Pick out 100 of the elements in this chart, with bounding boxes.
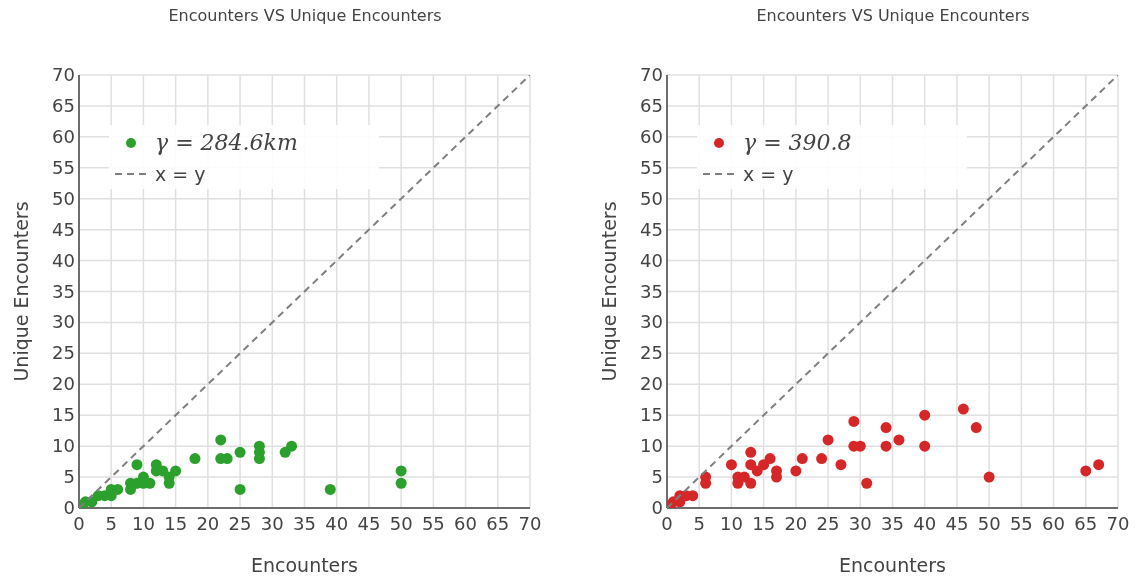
x-axis-title: Encounters	[250, 554, 359, 576]
y-tick-label: 0	[651, 497, 663, 518]
y-tick-label: 45	[640, 218, 663, 240]
y-tick-label: 50	[52, 187, 75, 209]
x-tick-label: 55	[1009, 513, 1033, 534]
point	[745, 446, 757, 458]
x-axis-title: Encounters	[838, 554, 947, 576]
x-tick-label: 35	[293, 513, 316, 534]
point	[234, 446, 246, 458]
y-tick-label: 35	[640, 280, 663, 302]
y-axis-title: Unique Encounters	[10, 201, 32, 382]
y-tick-label: 60	[640, 125, 663, 147]
x-tick-label: 5	[105, 513, 117, 534]
x-tick-label: 70	[518, 513, 542, 534]
point	[1093, 459, 1105, 471]
x-tick-label: 10	[131, 513, 155, 534]
x-tick-label: 50	[389, 513, 413, 534]
point	[790, 465, 802, 477]
x-tick-label: 10	[719, 513, 743, 534]
legend-label: x = y	[155, 163, 206, 185]
y-tick-label: 40	[52, 249, 75, 271]
point	[758, 459, 770, 471]
x-tick-label: 20	[196, 513, 220, 534]
point	[395, 465, 407, 477]
x-tick-label: 40	[325, 513, 349, 534]
y-tick-label: 35	[52, 280, 75, 302]
point	[835, 459, 847, 471]
legend-label: γ = 390.8	[743, 130, 852, 155]
x-tick-label: 55	[421, 513, 445, 534]
point	[796, 453, 808, 465]
point	[970, 422, 982, 434]
y-tick-label: 55	[52, 156, 75, 178]
point	[131, 459, 143, 471]
x-tick-label: 60	[1042, 513, 1066, 534]
y-tick-label: 55	[640, 156, 663, 178]
x-tick-label: 30	[848, 513, 872, 534]
point	[848, 415, 860, 427]
y-tick-label: 15	[52, 404, 75, 426]
point	[861, 477, 873, 489]
y-tick-label: 10	[52, 435, 75, 457]
point	[215, 434, 227, 446]
x-tick-label: 25	[816, 513, 840, 534]
y-axis-title: Unique Encounters	[598, 201, 620, 382]
x-tick-label: 60	[454, 513, 478, 534]
x-tick-label: 20	[784, 513, 808, 534]
y-tick-label: 20	[640, 373, 663, 395]
x-tick-label: 70	[1106, 513, 1130, 534]
point	[725, 459, 737, 471]
point	[880, 440, 892, 452]
x-tick-label: 45	[945, 513, 969, 534]
y-tick-label: 25	[52, 342, 75, 364]
legend-label: γ = 284.6km	[155, 130, 298, 155]
point	[395, 477, 407, 489]
x-tick-label: 40	[913, 513, 937, 534]
chart-title: Encounters VS Unique Encounters	[168, 6, 442, 25]
point	[170, 465, 182, 477]
point	[764, 453, 776, 465]
point	[822, 434, 834, 446]
y-tick-label: 40	[640, 249, 663, 271]
y-tick-label: 65	[52, 94, 75, 116]
point	[324, 483, 336, 495]
x-tick-label: 15	[752, 513, 776, 534]
legend-label: x = y	[743, 163, 794, 185]
point	[893, 434, 905, 446]
y-tick-label: 70	[52, 64, 75, 85]
y-tick-label: 0	[63, 497, 75, 518]
point	[880, 422, 892, 434]
point	[234, 483, 246, 495]
x-tick-label: 65	[1074, 513, 1098, 534]
y-tick-label: 30	[52, 311, 75, 333]
x-tick-label: 15	[164, 513, 188, 534]
x-tick-label: 35	[881, 513, 904, 534]
point	[286, 440, 298, 452]
y-tick-label: 5	[651, 466, 663, 488]
x-tick-label: 5	[693, 513, 705, 534]
x-tick-label: 50	[977, 513, 1001, 534]
y-tick-label: 5	[63, 466, 75, 488]
y-tick-label: 20	[52, 373, 75, 395]
point	[1080, 465, 1092, 477]
y-tick-label: 25	[640, 342, 663, 364]
point	[745, 459, 757, 471]
point	[983, 471, 995, 483]
point	[919, 440, 931, 452]
x-tick-label: 25	[228, 513, 252, 534]
y-tick-label: 60	[52, 125, 75, 147]
point	[745, 477, 757, 489]
y-tick-label: 50	[640, 187, 663, 209]
y-tick-label: 30	[640, 311, 663, 333]
chart-title: Encounters VS Unique Encounters	[756, 6, 1030, 25]
point	[816, 453, 828, 465]
x-tick-label: 30	[260, 513, 284, 534]
y-tick-label: 10	[640, 435, 663, 457]
point	[957, 403, 969, 415]
x-tick-label: 45	[357, 513, 381, 534]
y-tick-label: 65	[640, 94, 663, 116]
y-tick-label: 70	[640, 64, 663, 85]
point	[919, 409, 931, 421]
y-tick-label: 45	[52, 218, 75, 240]
point	[189, 453, 201, 465]
x-tick-label: 65	[486, 513, 510, 534]
